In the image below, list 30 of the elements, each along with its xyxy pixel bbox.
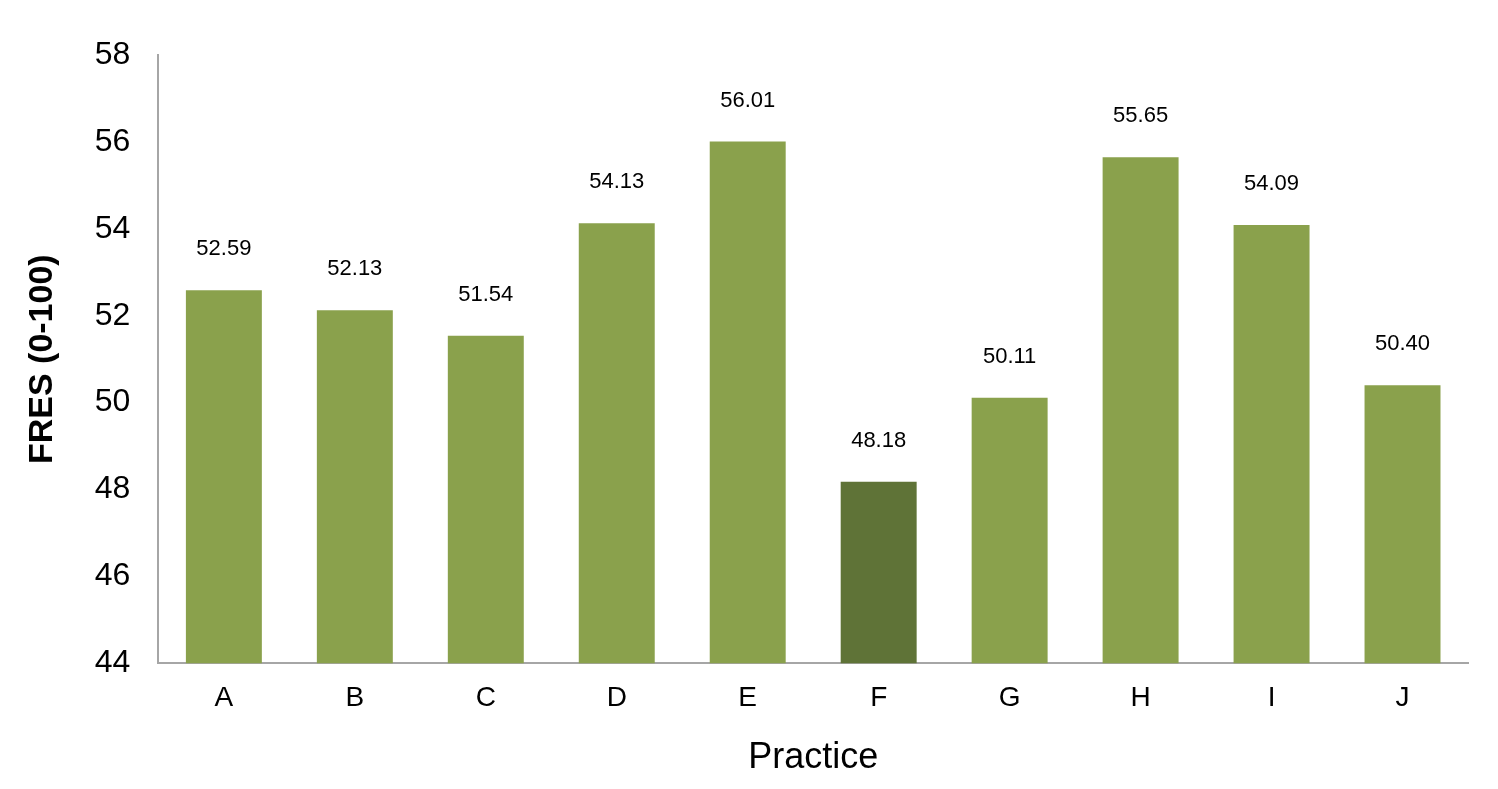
data-label: 56.01 — [720, 86, 776, 112]
x-tick-label: E — [738, 680, 758, 712]
data-label: 50.11 — [982, 342, 1037, 368]
data-label: 54.13 — [589, 168, 645, 194]
x-tick-label: G — [998, 680, 1021, 712]
data-label: 50.40 — [1374, 330, 1431, 356]
data-label: 52.59 — [196, 235, 252, 261]
x-tick-label: J — [1395, 680, 1410, 712]
x-tick-label: D — [606, 680, 627, 712]
y-tick-label: 54 — [94, 208, 131, 245]
x-tick-label: F — [870, 680, 888, 712]
y-tick-label: 56 — [94, 121, 131, 158]
x-tick-label: I — [1267, 680, 1276, 712]
data-label: 54.09 — [1244, 170, 1300, 196]
y-tick-label: 50 — [94, 382, 131, 419]
x-tick-label: B — [345, 680, 365, 712]
y-axis-title: FRES (0-100) — [20, 254, 59, 465]
y-tick-label: 52 — [94, 295, 131, 332]
x-axis-title: Practice — [748, 735, 879, 777]
x-tick-label: H — [1130, 680, 1151, 712]
y-tick-label: 48 — [94, 469, 131, 506]
x-tick-label: A — [214, 680, 234, 712]
data-label: 51.54 — [458, 280, 514, 306]
y-tick-label: 46 — [94, 556, 131, 593]
y-tick-label: 58 — [94, 35, 131, 72]
data-label: 48.18 — [851, 426, 907, 452]
x-tick-label: C — [475, 680, 496, 712]
data-label: 52.13 — [327, 255, 383, 281]
y-tick-label: 44 — [94, 643, 131, 680]
data-label: 55.65 — [1113, 102, 1169, 128]
